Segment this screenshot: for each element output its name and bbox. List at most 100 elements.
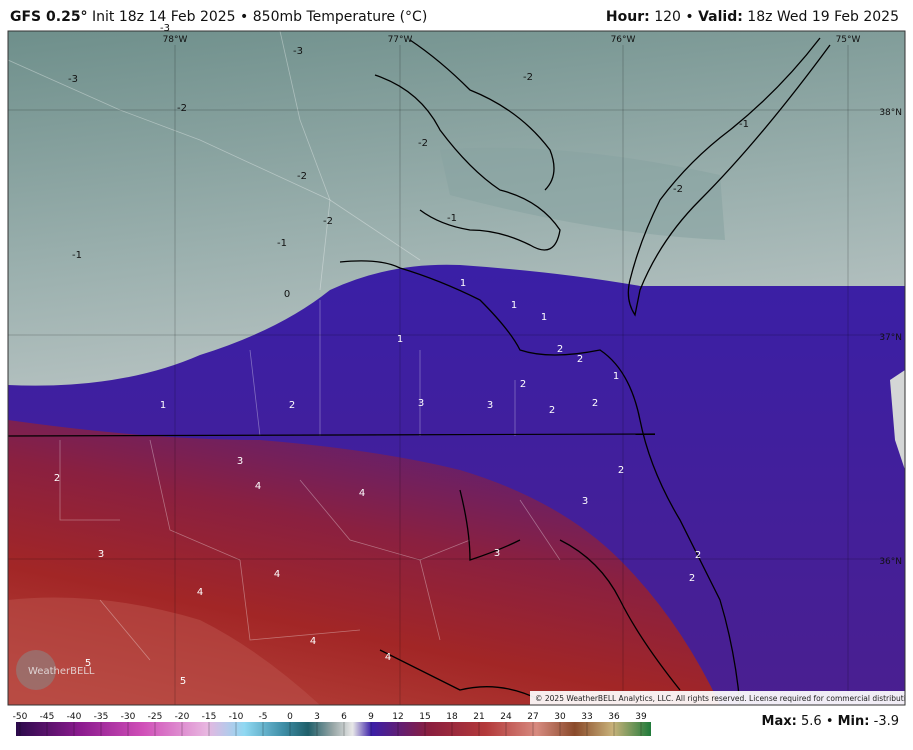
contour-label: 4 bbox=[385, 652, 391, 663]
contour-label: -3 bbox=[160, 23, 170, 34]
contour-label: 1 bbox=[397, 334, 403, 345]
contour-label: -3 bbox=[68, 74, 78, 85]
contour-label: 2 bbox=[618, 465, 624, 476]
contour-label: -2 bbox=[297, 171, 307, 182]
contour-label: 2 bbox=[577, 354, 583, 365]
colorbar-tick-label: 3 bbox=[314, 712, 320, 722]
colorbar-tick-label: 12 bbox=[392, 712, 403, 722]
warm-core bbox=[8, 597, 320, 705]
colorbar-tick-label: -10 bbox=[229, 712, 244, 722]
contour-label: 1 bbox=[460, 278, 466, 289]
cold-edge bbox=[890, 370, 905, 470]
contour-label: 2 bbox=[695, 550, 701, 561]
min-label: Min: bbox=[837, 714, 870, 729]
contour-label: 2 bbox=[557, 344, 563, 355]
contour-label: 3 bbox=[418, 398, 424, 409]
contour-label: 4 bbox=[359, 488, 365, 499]
contour-label: 2 bbox=[549, 405, 555, 416]
valid: 18z Wed 19 Feb 2025 bbox=[747, 9, 899, 25]
colorbar-tick-label: 18 bbox=[446, 712, 458, 722]
hour: 120 bbox=[654, 9, 681, 25]
colorbar-tick-label: -50 bbox=[13, 712, 28, 722]
contour-label: 1 bbox=[613, 371, 619, 382]
separator: • bbox=[240, 9, 249, 25]
colorbar-tick-label: 6 bbox=[341, 712, 347, 722]
grid-label: 76°W bbox=[611, 35, 636, 45]
header-right: Hour: 120 • Valid: 18z Wed 19 Feb 2025 bbox=[606, 9, 899, 25]
contour-label: -3 bbox=[293, 46, 303, 57]
colorbar-tick-label: 27 bbox=[527, 712, 538, 722]
contour-label: 4 bbox=[310, 636, 316, 647]
contour-label: 4 bbox=[274, 569, 280, 580]
colorbar-tick-label: -40 bbox=[67, 712, 82, 722]
contour-label: 1 bbox=[511, 300, 517, 311]
map-fields: WeatherBELL © 2025 WeatherBELL Analytics… bbox=[8, 31, 905, 705]
contour-label: 0 bbox=[284, 289, 290, 300]
field: 850mb Temperature (°C) bbox=[252, 9, 428, 25]
contour-label: -2 bbox=[418, 138, 428, 149]
contour-label: -2 bbox=[177, 103, 187, 114]
contour-label: -2 bbox=[323, 216, 333, 227]
colorbar-tick-label: 36 bbox=[608, 712, 620, 722]
contour-label: 3 bbox=[494, 548, 500, 559]
contour-label: 2 bbox=[592, 398, 598, 409]
colorbar bbox=[16, 722, 651, 736]
cold-pocket bbox=[440, 147, 725, 240]
colorbar-tick-label: 33 bbox=[581, 712, 592, 722]
hour-label: Hour: bbox=[605, 9, 650, 25]
contour-label: 4 bbox=[197, 587, 203, 598]
map-frame bbox=[7, 30, 906, 706]
max-label: Max: bbox=[761, 714, 797, 729]
colorbar-tick-label: -15 bbox=[202, 712, 217, 722]
contour-label: 2 bbox=[520, 379, 526, 390]
model: GFS 0.25° bbox=[10, 9, 88, 25]
contour-label: -1 bbox=[739, 119, 749, 130]
contour-label: -1 bbox=[447, 213, 457, 224]
contour-label: 3 bbox=[237, 456, 243, 467]
colorbar-tick-label: -35 bbox=[94, 712, 109, 722]
colorbar-tick-label: 9 bbox=[368, 712, 374, 722]
valid-label: Valid: bbox=[698, 9, 743, 25]
colorbar-tick-label: 15 bbox=[419, 712, 430, 722]
grid-label: 36°N bbox=[879, 557, 902, 567]
graticule bbox=[8, 45, 885, 705]
max: 5.6 bbox=[800, 714, 822, 729]
colorbar-tick-label: 39 bbox=[635, 712, 647, 722]
contour-label: 2 bbox=[289, 400, 295, 411]
contour-label: -1 bbox=[72, 250, 82, 261]
stats: Max: 5.6 • Min: -3.9 bbox=[762, 714, 899, 729]
min: -3.9 bbox=[873, 714, 899, 729]
state-line bbox=[8, 433, 656, 437]
contour-label: 2 bbox=[689, 573, 695, 584]
colorbar-tick-label: -20 bbox=[175, 712, 190, 722]
logo-group: WeatherBELL bbox=[16, 650, 95, 690]
header-left: GFS 0.25° Init 18z 14 Feb 2025 • 850mb T… bbox=[10, 9, 427, 25]
contour-label: 2 bbox=[54, 473, 60, 484]
grid-label: 78°W bbox=[163, 35, 188, 45]
colorbar-tick-label: -5 bbox=[259, 712, 268, 722]
logo: WeatherBELL bbox=[28, 666, 95, 677]
copyright-box bbox=[530, 691, 905, 705]
contour-label: 5 bbox=[180, 676, 186, 687]
contour-label: 1 bbox=[541, 312, 547, 323]
colorbar-tick-label: 0 bbox=[287, 712, 293, 722]
colorbar-tick-label: 30 bbox=[554, 712, 566, 722]
contour-label: 3 bbox=[98, 549, 104, 560]
grid-label: 37°N bbox=[879, 333, 902, 343]
grid-label: 38°N bbox=[879, 108, 902, 118]
contour-label: -2 bbox=[523, 72, 533, 83]
separator: • bbox=[825, 714, 834, 729]
colorbar-tick-label: -30 bbox=[121, 712, 136, 722]
grid-label: 75°W bbox=[836, 35, 861, 45]
contour-label: -2 bbox=[673, 184, 683, 195]
colorbar-tick-label: 21 bbox=[473, 712, 484, 722]
colorbar-tick-label: 24 bbox=[500, 712, 512, 722]
contour-label: 5 bbox=[85, 658, 91, 669]
contour-label: -1 bbox=[277, 238, 287, 249]
grid-label: 77°W bbox=[388, 35, 413, 45]
contour-label: 4 bbox=[255, 481, 261, 492]
separator: • bbox=[685, 9, 694, 25]
init: Init 18z 14 Feb 2025 bbox=[92, 9, 236, 25]
